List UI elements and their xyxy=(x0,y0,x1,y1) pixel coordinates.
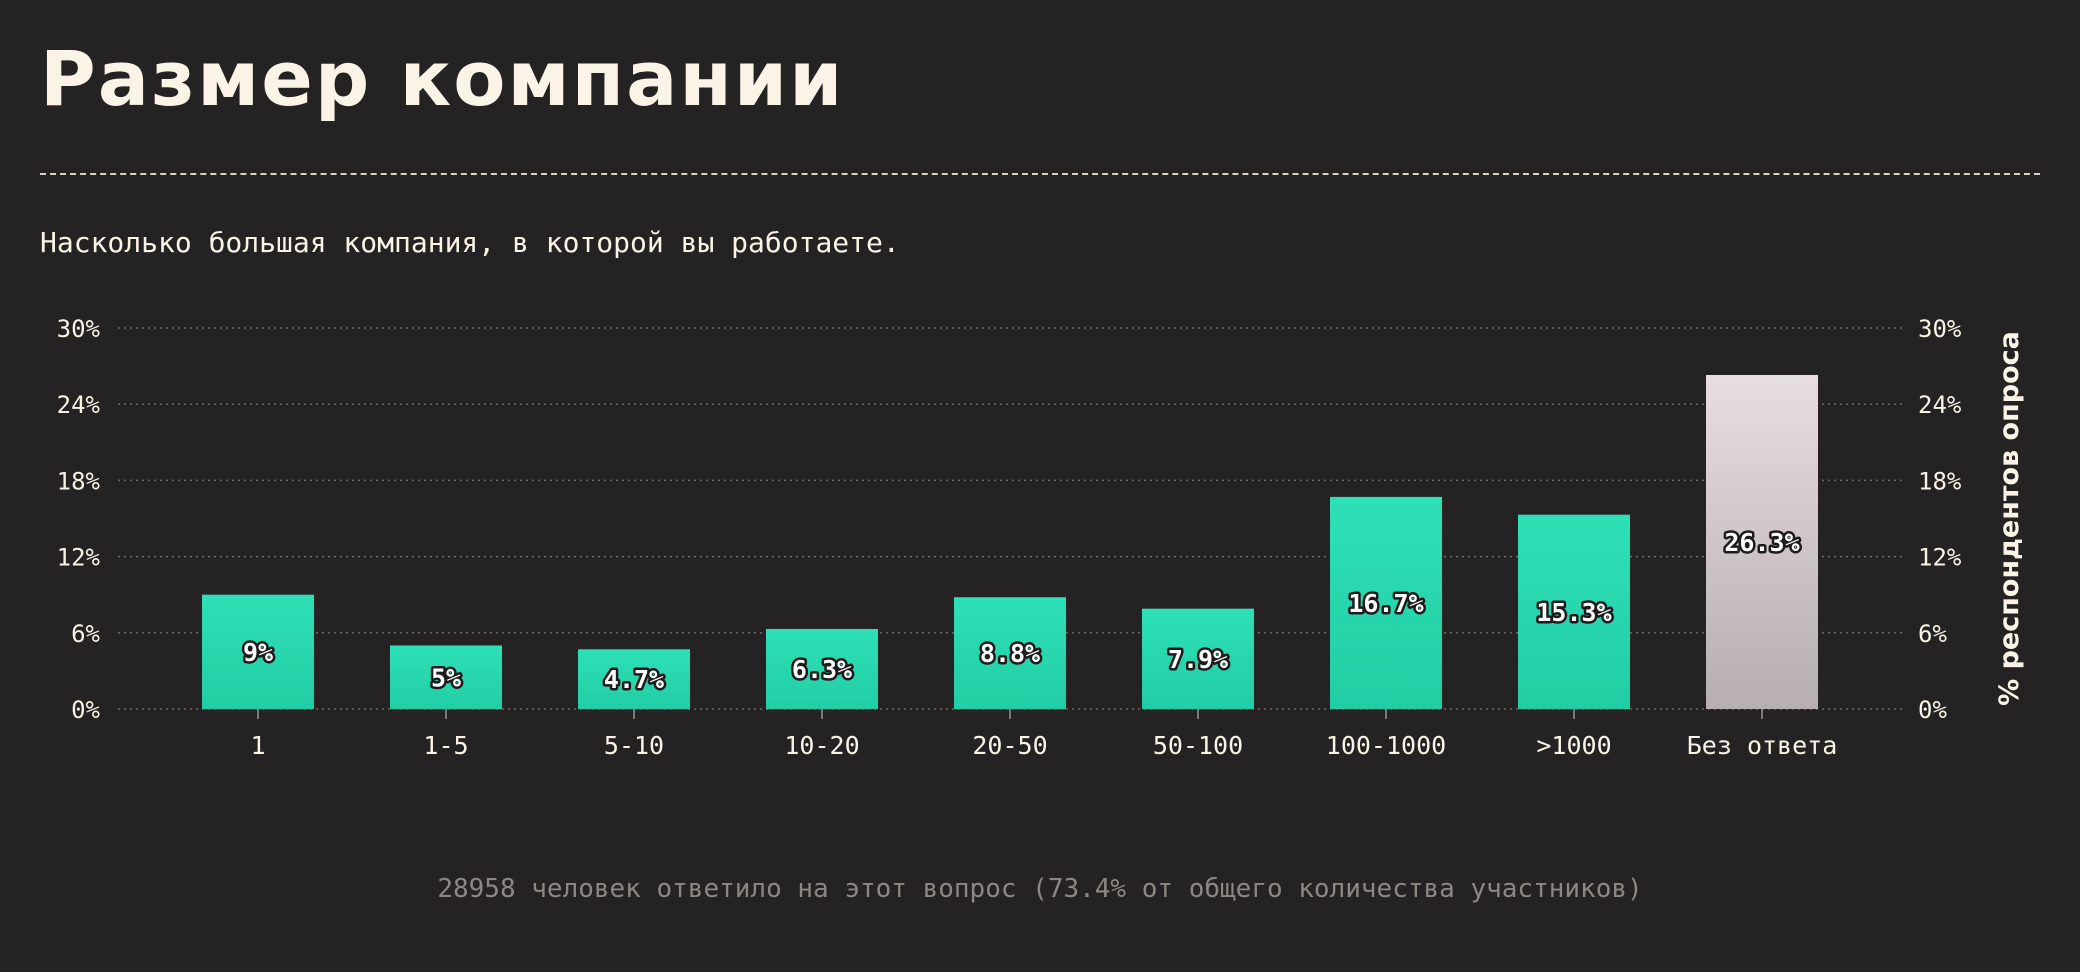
bar xyxy=(766,628,878,709)
chart-subtitle: Насколько большая компания, в которой вы… xyxy=(40,226,900,259)
x-tick-label: 1 xyxy=(250,731,265,760)
bar xyxy=(1330,496,1442,709)
bar xyxy=(578,649,690,709)
bar-value-label: 16.7% xyxy=(1348,589,1423,618)
y-tick-label-left: 12% xyxy=(57,544,101,572)
y-tick-label-left: 0% xyxy=(71,696,100,724)
y-tick-label-right: 30% xyxy=(1918,315,1962,343)
x-tick-label: 100-1000 xyxy=(1326,731,1446,760)
x-tick-label: Без ответа xyxy=(1687,731,1838,760)
x-tick-label: 50-100 xyxy=(1153,731,1243,760)
y-tick-label-right: 0% xyxy=(1918,696,1947,724)
bar xyxy=(390,645,502,709)
x-tick-label: 5-10 xyxy=(604,731,664,760)
y-axis-title: % респондентов опроса xyxy=(1994,331,2025,706)
bar-value-label: 5% xyxy=(431,663,461,692)
y-tick-label-left: 24% xyxy=(57,391,101,419)
bar-value-label: 7.9% xyxy=(1168,645,1228,674)
bar-value-label: 26.3% xyxy=(1724,528,1799,557)
x-tick-label: 1-5 xyxy=(423,731,468,760)
y-tick-label-right: 12% xyxy=(1918,544,1962,572)
bars xyxy=(202,374,1818,709)
bar-value-label: 15.3% xyxy=(1536,598,1611,627)
axes: 0% 0% 6% 6% 12% 12% 18% 18% 24% 24% 30% 30% 1 1-5 5-10… xyxy=(57,315,1962,760)
y-tick-label-left: 30% xyxy=(57,315,101,343)
bar-value-labels: 9% 5% 4.7% 6.3% 8.8% 7.9% 16.7% 15.3% 26.3% xyxy=(240,525,1802,696)
y-tick-label-left: 18% xyxy=(57,467,101,495)
bar-value-label: 6.3% xyxy=(792,655,852,684)
y-tick-label-right: 24% xyxy=(1918,391,1962,419)
y-tick-label-right: 18% xyxy=(1918,467,1962,495)
bar xyxy=(202,594,314,709)
bar-value-label: 9% xyxy=(243,638,273,667)
bar xyxy=(1518,514,1630,709)
bar xyxy=(1142,608,1254,709)
bar xyxy=(954,597,1066,709)
x-tick-label: >1000 xyxy=(1536,731,1611,760)
bar-value-label: 4.7% xyxy=(604,665,664,694)
y-tick-label-right: 6% xyxy=(1918,620,1947,648)
response-count-note: 28958 человек ответило на этот вопрос (7… xyxy=(437,874,1643,904)
bar-value-label: 8.8% xyxy=(980,639,1040,668)
title-divider xyxy=(40,173,2040,175)
y-tick-label-left: 6% xyxy=(71,620,100,648)
page-title: Размер компании xyxy=(40,34,845,123)
x-tick-label: 10-20 xyxy=(784,731,859,760)
bar-no-answer xyxy=(1706,374,1818,709)
x-tick-label: 20-50 xyxy=(972,731,1047,760)
